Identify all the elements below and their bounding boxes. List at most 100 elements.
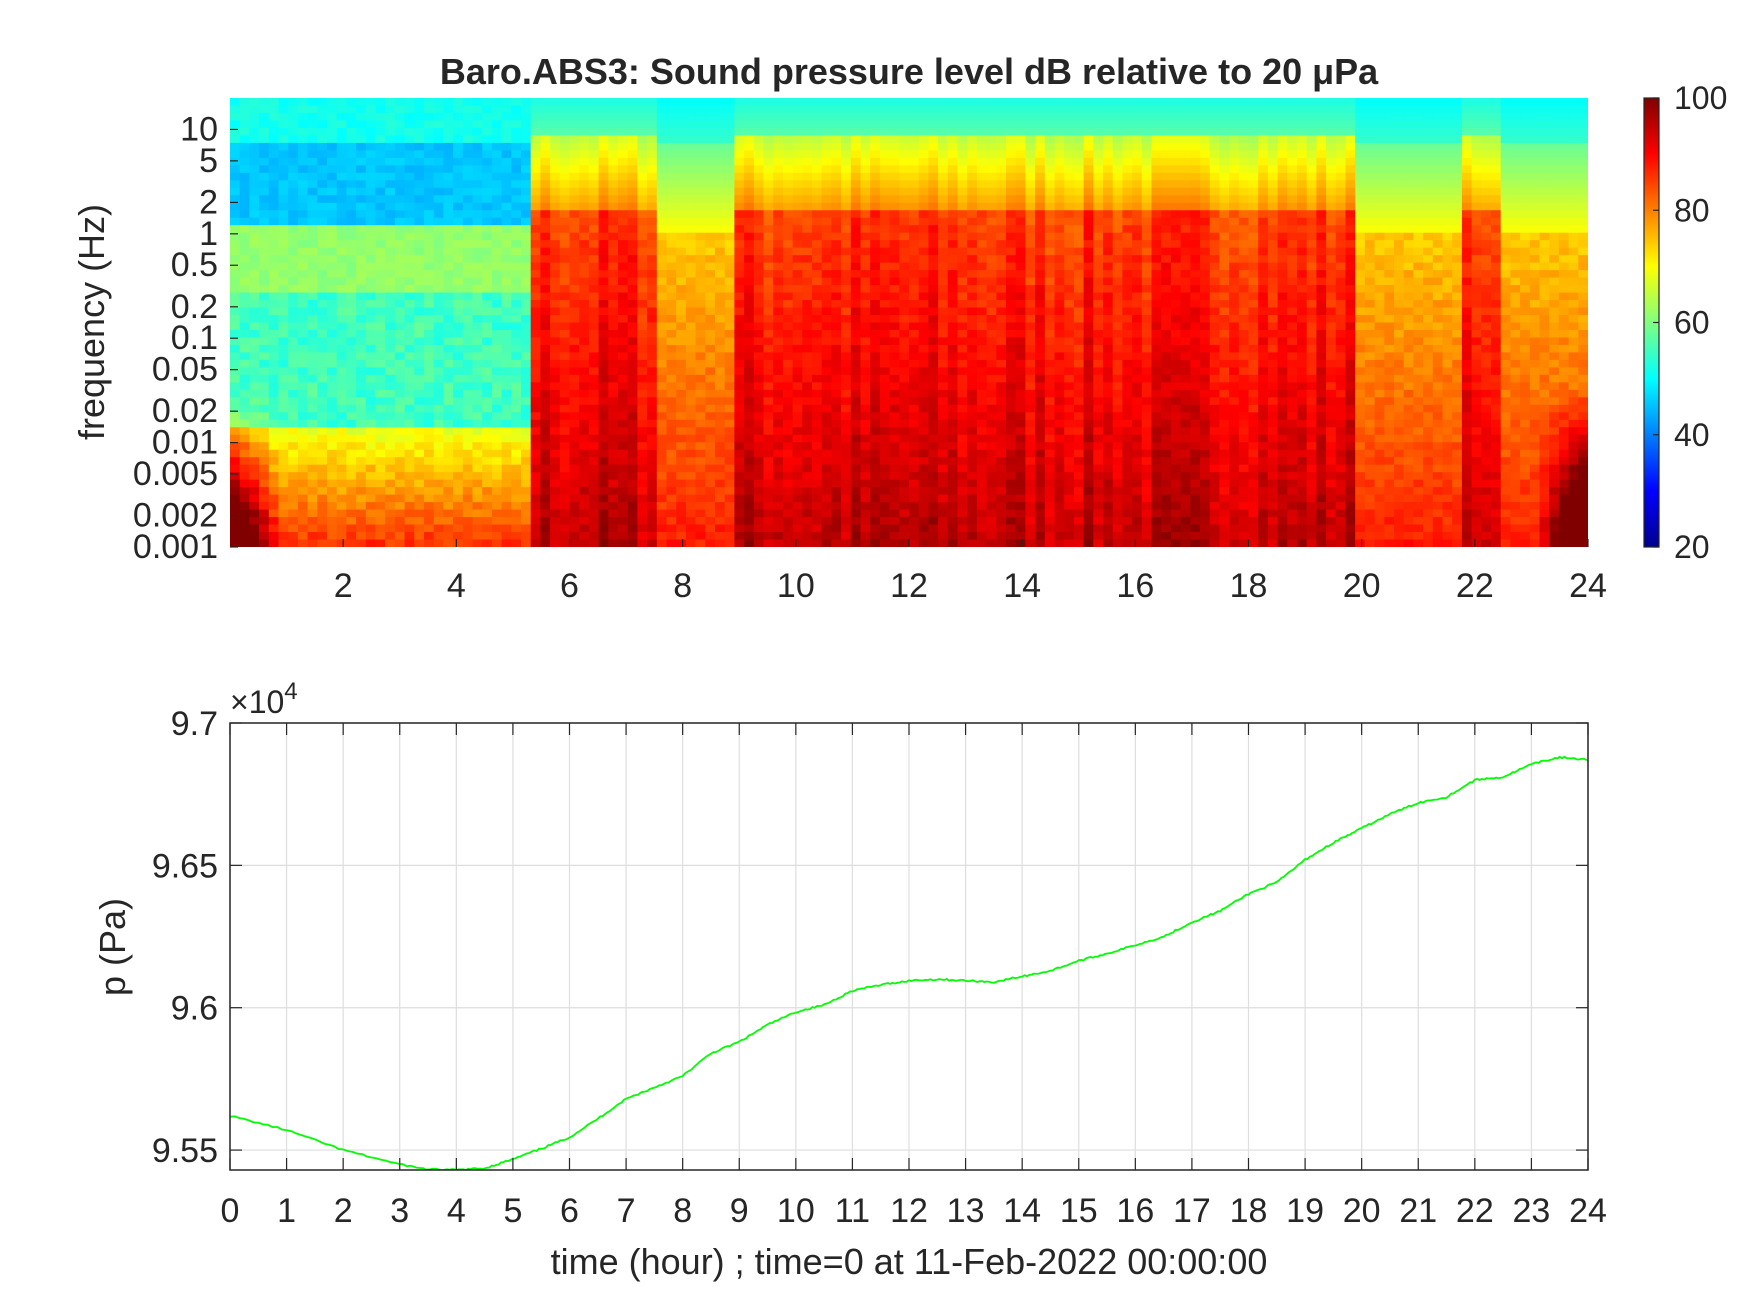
spectrogram-cell: [802, 442, 813, 451]
spectrogram-cell: [249, 524, 260, 533]
spectrogram-cell: [850, 494, 862, 503]
spectrogram-cell: [336, 419, 347, 428]
spectrogram-cell: [1015, 524, 1026, 533]
spectrogram-cell: [1015, 300, 1026, 309]
spectrogram-cell: [821, 195, 832, 204]
spectrogram-cell: [239, 195, 250, 204]
spectrogram-cell: [559, 539, 571, 547]
spectrogram-cell: [860, 277, 871, 286]
spectrogram-cell: [443, 532, 454, 541]
spectrogram-cell: [705, 412, 716, 421]
spectrogram-cell: [346, 180, 357, 189]
spectrogram-cell: [307, 225, 318, 234]
spectrogram-cell: [656, 322, 668, 331]
spectrogram-cell: [695, 157, 706, 166]
spectrogram-cell: [598, 509, 609, 518]
spectrogram-cell: [1006, 247, 1017, 256]
spectrogram-cell: [472, 142, 483, 151]
spectrogram-cell: [967, 509, 978, 518]
spectrogram-cell: [365, 112, 377, 122]
spectrogram-cell: [1006, 240, 1017, 249]
spectrogram-cell: [637, 517, 648, 526]
spectrogram-cell: [230, 240, 241, 249]
spectrogram-cell: [259, 217, 270, 226]
spectrogram-cell: [1006, 494, 1017, 503]
spectrogram-cell: [540, 494, 551, 503]
spectrogram-cell: [327, 217, 338, 226]
spectrogram-cell: [918, 464, 929, 473]
spectrogram-cell: [744, 300, 755, 309]
spectrogram-cell: [879, 247, 891, 256]
spectrogram-cell: [278, 165, 289, 174]
spectrogram-cell: [831, 457, 842, 466]
spectrogram-cell: [356, 434, 367, 443]
spectrogram-cell: [715, 225, 726, 234]
spectrogram-cell: [744, 487, 755, 496]
spectrogram-cell: [1025, 292, 1036, 301]
spectrogram-cell: [627, 270, 638, 279]
spectrogram-cell: [443, 427, 454, 436]
spectrogram-cell: [879, 262, 891, 271]
spectrogram-cell: [870, 494, 881, 503]
spectrogram-cell: [773, 427, 784, 436]
spectrogram-cell: [443, 352, 454, 361]
spectrogram-cell: [773, 142, 784, 151]
spectrogram-cell: [491, 509, 503, 518]
spectrogram-cell: [307, 195, 318, 204]
spectrogram-cell: [947, 517, 959, 526]
spectrogram-cell: [297, 232, 309, 241]
spectrogram-cell: [433, 382, 444, 391]
spectrogram-cell: [424, 464, 435, 473]
spectrogram-cell: [608, 127, 619, 137]
spectrogram-cell: [1025, 457, 1036, 466]
spectrogram-cell: [744, 539, 755, 547]
spectrogram-cell: [656, 359, 668, 368]
spectrogram-cell: [404, 247, 415, 256]
spectrogram-cell: [763, 322, 774, 331]
spectrogram-cell: [433, 449, 444, 458]
spectrogram-cell: [928, 232, 939, 241]
spectrogram-cell: [666, 382, 677, 391]
spectrogram-cell: [501, 255, 512, 264]
spectrogram-cell: [831, 202, 842, 211]
spectrogram-cell: [491, 329, 503, 339]
spectrogram-cell: [482, 142, 493, 151]
spectrogram-cell: [792, 374, 803, 383]
spectrogram-cell: [569, 472, 580, 481]
spectrogram-cell: [676, 382, 687, 391]
spectrogram-cell: [521, 419, 532, 428]
spectrogram-cell: [346, 322, 357, 331]
spectrogram-cell: [462, 487, 474, 496]
spectrogram-cell: [627, 277, 638, 286]
spectrogram-cell: [385, 172, 396, 181]
spectrogram-cell: [870, 329, 881, 339]
spectrogram-cell: [259, 502, 270, 511]
spectrogram-cell: [268, 539, 280, 547]
spectrogram-cell: [763, 509, 774, 518]
spectrogram-cell: [928, 427, 939, 436]
spectrogram-cell: [666, 255, 677, 264]
spectrogram-cell: [656, 539, 668, 547]
spectrogram-cell: [317, 322, 328, 331]
spectrogram-cell: [249, 277, 260, 286]
spectrogram-cell: [996, 434, 1007, 443]
spectrogram-cell: [230, 359, 241, 368]
spectrogram-cell: [841, 479, 852, 488]
spectrogram-cell: [734, 419, 745, 428]
spectrogram-cell: [540, 427, 551, 436]
spectrogram-cell: [763, 472, 774, 481]
spectrogram-cell: [782, 329, 794, 339]
spectrogram-cell: [453, 434, 464, 443]
spectrogram-cell: [375, 232, 386, 241]
spectrogram-cell: [356, 105, 367, 114]
spectrogram-cell: [443, 292, 454, 301]
spectrogram-cell: [957, 374, 968, 383]
spectrogram-cell: [676, 120, 687, 129]
spectrogram-cell: [947, 247, 959, 256]
spectrogram-cell: [365, 367, 377, 376]
spectrogram-cell: [346, 262, 357, 271]
spectrogram-cell: [957, 247, 968, 256]
spectrogram-cell: [521, 389, 532, 398]
spectrogram-cell: [656, 187, 668, 196]
spectrogram-cell: [705, 98, 716, 107]
